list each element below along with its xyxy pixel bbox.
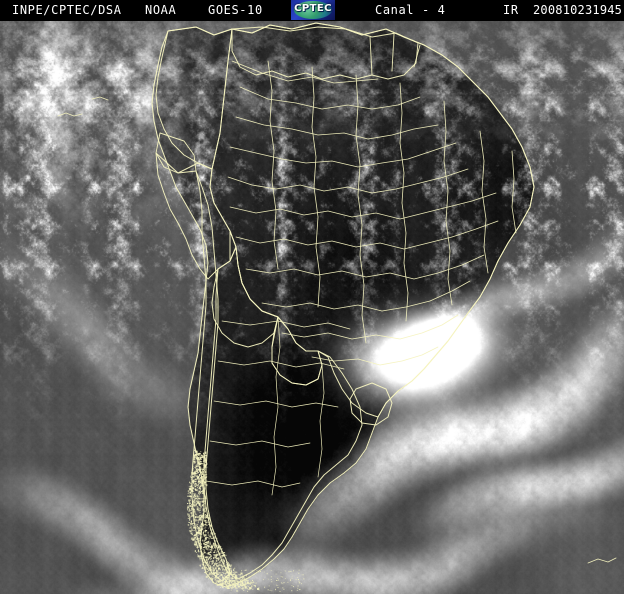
header-band-label: IR [503, 3, 519, 17]
header-satellite-label: GOES-10 [208, 3, 263, 17]
infrared-cloud-imagery [0, 21, 624, 594]
header-institute-label: INPE/CPTEC/DSA [12, 3, 122, 17]
header-agency-label: NOAA [145, 3, 177, 17]
header-channel-label: Canal - 4 [375, 3, 446, 17]
image-header-bar: INPE/CPTEC/DSA NOAA GOES-10 CPTEC Canal … [0, 0, 624, 21]
cptec-logo-icon: CPTEC [291, 0, 335, 20]
globe-icon [294, 1, 332, 19]
cptec-wordmark-label: CPTEC [294, 3, 332, 14]
satellite-imagery-panel [0, 21, 624, 594]
header-timestamp-label: 200810231945 [533, 3, 623, 17]
